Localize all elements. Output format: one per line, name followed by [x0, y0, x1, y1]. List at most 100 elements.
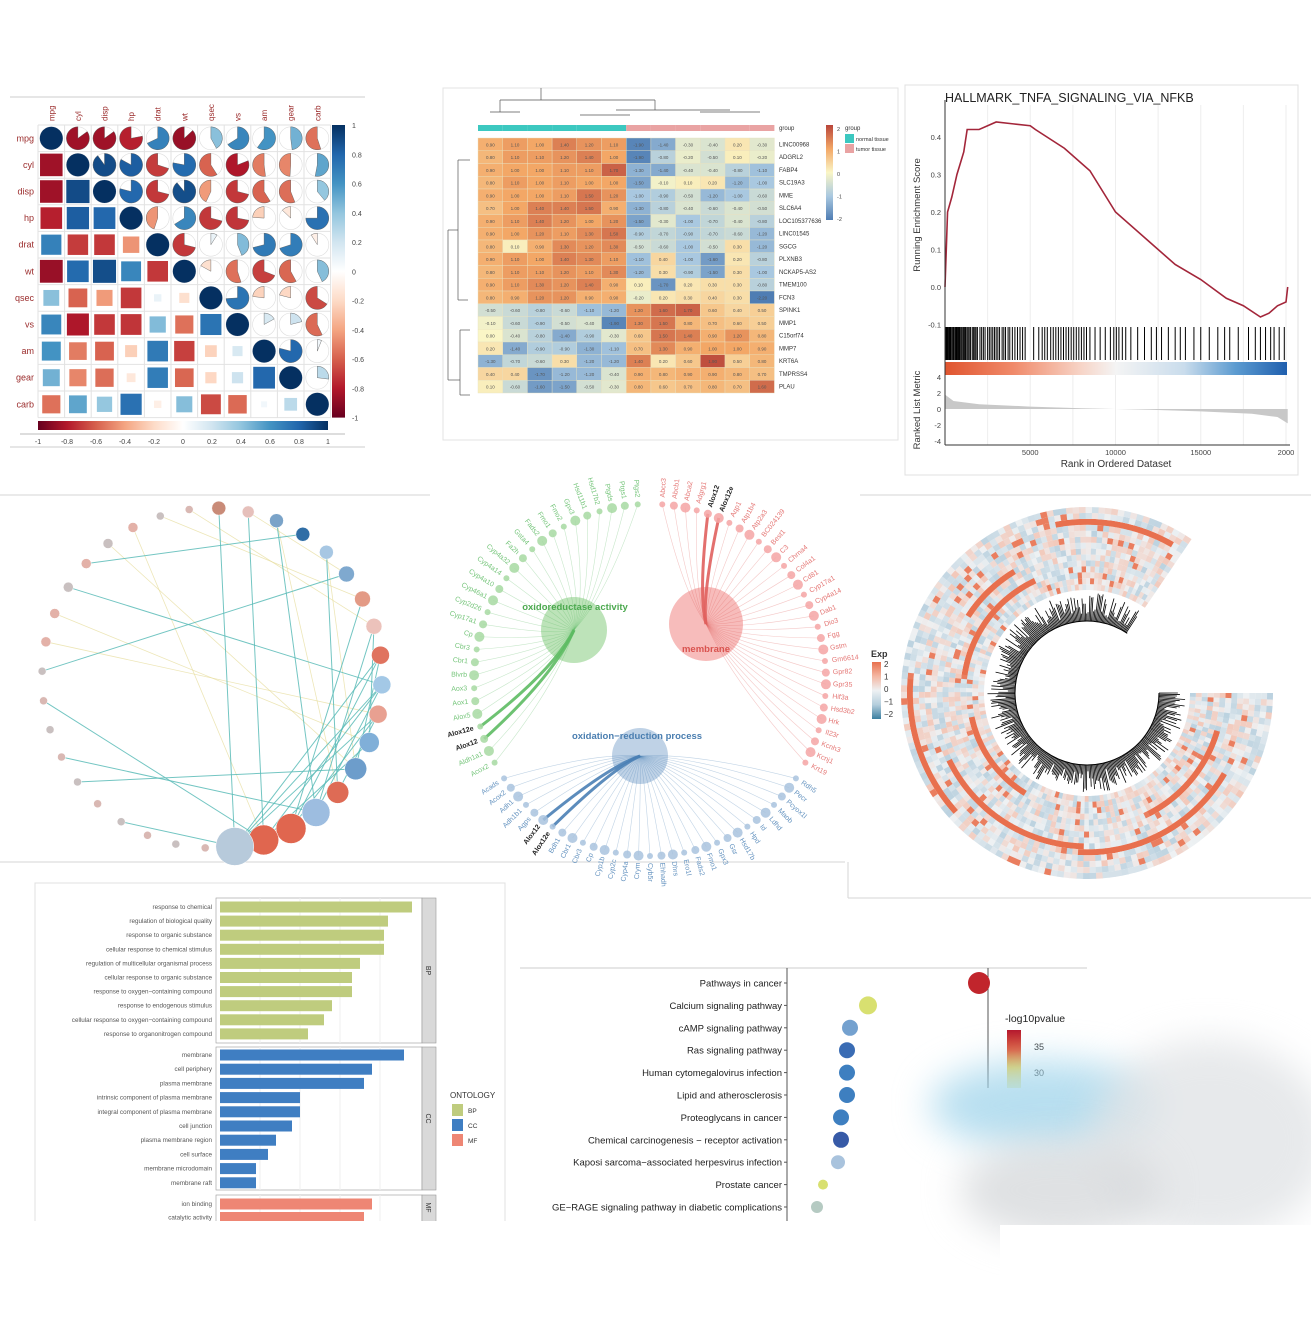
- gene-label: Acox2: [470, 763, 491, 778]
- cell-value: 0.90: [486, 219, 495, 224]
- cell-value: 1.00: [511, 232, 520, 237]
- colorbar-tick: 0.8: [352, 152, 362, 159]
- legend-swatch: [845, 144, 854, 153]
- bar: [220, 902, 412, 913]
- gene-label: Fa2h: [504, 540, 520, 556]
- cell-value: 0.40: [659, 257, 668, 262]
- heatmap-cell: [1071, 549, 1077, 555]
- bar: [220, 1163, 256, 1174]
- group-annotation: [503, 125, 528, 131]
- bar: [220, 930, 384, 941]
- corr-pie: [173, 180, 196, 203]
- heatmap-cell: [1255, 699, 1261, 706]
- heatmap-cell: [1100, 848, 1107, 855]
- network-node: [345, 758, 367, 780]
- cell-value: -0.30: [609, 334, 620, 339]
- pathway-label: GE−RAGE signaling pathway in diabetic co…: [551, 1203, 782, 1214]
- cell-value: 1.00: [535, 142, 544, 147]
- dendrogram-branch: [1083, 765, 1084, 792]
- cell-value: 0.80: [486, 155, 495, 160]
- heatmap-cell: [931, 686, 937, 692]
- heatmap-cell: [1073, 519, 1080, 525]
- gene-label: Cbr3: [454, 642, 470, 652]
- cell-value: 1.20: [535, 295, 544, 300]
- heatmap-cell: [1092, 807, 1097, 813]
- gene-label: Cyb5r: [646, 863, 653, 882]
- cell-value: -1.70: [535, 372, 546, 377]
- cell-value: -0.80: [757, 257, 768, 262]
- cell-value: 0.40: [511, 372, 520, 377]
- heatmap-cell: [1225, 698, 1231, 704]
- heatmap-cell: [919, 685, 925, 692]
- heatmap-cell: [1079, 513, 1086, 519]
- cell-value: 1.10: [511, 155, 520, 160]
- corr-square: [201, 394, 221, 414]
- gene-label: Gm6614: [832, 654, 860, 664]
- network-node: [172, 840, 180, 848]
- dendrogram-branch: [1141, 741, 1161, 759]
- dendrogram-branch: [1089, 596, 1090, 621]
- gene-node: [778, 793, 786, 801]
- network-node: [327, 781, 349, 803]
- cell-value: -0.40: [732, 219, 743, 224]
- legend-swatch: [845, 134, 854, 143]
- dendrogram-branch: [1159, 697, 1175, 698]
- cell-value: 0.90: [609, 295, 618, 300]
- heatmap-cell: [972, 692, 978, 696]
- heatmap-cell: [1088, 802, 1093, 808]
- x-tick: 15000: [1190, 448, 1211, 457]
- gene-node: [561, 524, 567, 530]
- network-edge: [44, 701, 264, 840]
- heatmap-cell: [1066, 508, 1074, 515]
- pathway-label: Kaposi sarcoma−associated herpesvirus in…: [573, 1158, 782, 1169]
- facet-label: BP: [424, 966, 431, 976]
- go-term-network: Ptgs2Ptgs1PtgdsHsd17b2Hsd11b1Gpx3Fmo2Fmo…: [447, 477, 859, 887]
- gene-node: [811, 737, 819, 745]
- gene-label: Gpr82: [833, 668, 853, 676]
- cell-value: 0.70: [733, 385, 742, 390]
- gene-label: Gsta4: [512, 528, 530, 547]
- network-edge-weak: [133, 527, 264, 839]
- heatmap-cell: [1094, 837, 1100, 843]
- gene-label: Id: [758, 824, 767, 833]
- cell-value: 0.80: [659, 372, 668, 377]
- corr-square: [179, 293, 189, 303]
- heatmap-cell: [1255, 693, 1261, 700]
- heatmap-cell: [1076, 549, 1082, 555]
- gene-label: Ptgs1: [617, 481, 627, 500]
- dendrogram-branch: [1081, 765, 1082, 778]
- heatmap-cell: [1084, 826, 1089, 832]
- row-label: vs: [25, 320, 35, 330]
- colorbar-tick: 2: [837, 127, 840, 133]
- cell-value: -1.00: [732, 193, 743, 198]
- gene-label: Ptgds: [603, 483, 614, 502]
- corr-square: [95, 342, 114, 361]
- heatmap-cell: [1261, 693, 1267, 700]
- cell-value: 0.10: [733, 155, 742, 160]
- gene-node: [509, 563, 519, 573]
- heatmap-cell: [1080, 525, 1087, 531]
- cell-value: -1.40: [658, 142, 669, 147]
- corr-square: [69, 395, 87, 413]
- pathway-dot: [859, 996, 877, 1014]
- corr-square: [147, 367, 167, 387]
- cell-value: -0.80: [658, 206, 669, 211]
- gene-node: [694, 507, 700, 513]
- heatmap-cell: [1088, 825, 1093, 831]
- bar: [220, 1078, 364, 1089]
- cell-value: 1.50: [585, 206, 594, 211]
- cell-value: -0.40: [708, 168, 719, 173]
- dendrogram-branch: [1103, 763, 1109, 790]
- corr-square: [175, 315, 193, 333]
- colorbar-tick: -0.4: [352, 328, 364, 335]
- network-node: [81, 559, 91, 569]
- cell-value: 1.30: [634, 321, 643, 326]
- cell-value: 0.80: [486, 270, 495, 275]
- cell-value: 0.90: [535, 244, 544, 249]
- heatmap-cell: [1077, 855, 1084, 861]
- cell-value: 0.80: [758, 334, 767, 339]
- cell-value: -0.60: [658, 244, 669, 249]
- gene-node: [472, 709, 482, 719]
